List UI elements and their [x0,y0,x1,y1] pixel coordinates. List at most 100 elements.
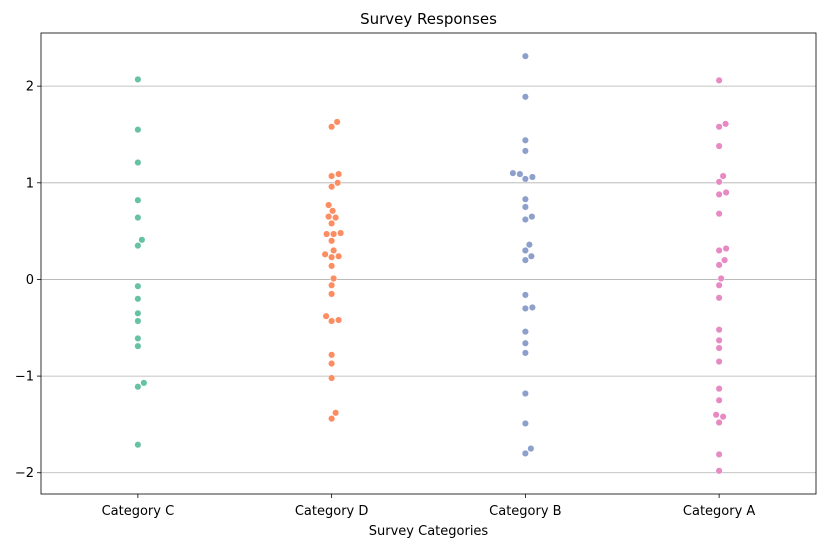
data-point [521,195,529,203]
data-point [328,183,336,191]
y-tick-label: 1 [26,176,34,191]
data-point [134,334,142,342]
data-point [516,170,524,178]
data-point [328,219,336,227]
data-point [521,136,529,144]
data-point [335,252,343,260]
data-point [715,344,723,352]
chart-title: Survey Responses [360,10,497,28]
data-point [330,274,338,283]
data-point [328,253,336,261]
data-point [134,126,142,134]
x-tick-label: Category D [295,504,369,519]
data-point [521,52,529,60]
data-point [721,256,729,264]
data-point [328,317,336,325]
data-point [715,76,723,84]
data-point [328,172,336,180]
data-point [328,359,336,368]
data-point [521,147,529,155]
data-point [328,415,336,423]
data-point [715,142,723,150]
data-point [325,213,333,221]
data-point [332,214,340,222]
data-point [525,241,533,249]
data-point [138,236,146,244]
data-point [521,339,529,347]
data-point [521,93,529,101]
x-tick-label: Category B [489,504,561,519]
data-point [134,441,142,449]
data-point [715,190,723,198]
y-tick-label: 0 [26,273,34,288]
data-point [140,379,148,387]
data-point [134,196,142,204]
data-point [337,229,345,237]
data-point [328,237,336,245]
data-point [715,178,723,186]
data-point [134,309,142,317]
data-point [715,467,723,475]
data-point [527,252,535,260]
y-tick-label: −1 [15,370,34,385]
data-point [715,281,723,289]
data-point [521,449,529,457]
data-point [521,389,529,398]
x-tick-label: Category C [102,504,175,519]
data-point [134,282,142,290]
x-axis: Category C Category D Category B Category A [102,494,756,519]
data-point [712,411,720,419]
y-tick-label: 2 [26,80,34,95]
data-point [323,230,331,238]
data-point [521,349,529,357]
data-point [134,295,142,303]
data-point [134,317,142,325]
data-point [715,123,723,131]
data-point [715,396,723,404]
data-point [521,175,529,183]
data-point [328,262,336,270]
data-point [527,445,535,453]
data-point [322,312,330,320]
data-point [330,246,338,255]
data-point [715,246,723,255]
data-point [719,172,727,180]
data-point [335,316,343,324]
grid-lines [41,85,816,474]
data-point [528,303,536,312]
data-point [715,450,723,458]
data-point [715,294,723,302]
data-point [715,358,723,366]
data-point [321,250,329,258]
data-point [715,418,723,427]
data-point [521,304,529,312]
data-point [134,214,142,222]
data-point [325,201,333,209]
data-point [330,230,338,238]
data-point [722,188,730,197]
data-point [521,246,529,255]
data-point [722,244,730,253]
data-point [521,419,529,427]
data-point [134,75,142,83]
data-point [521,203,529,211]
x-axis-label: Survey Categories [369,524,489,539]
data-point [335,170,343,178]
data-point [715,261,723,269]
x-tick-label: Category A [683,504,756,519]
data-point [722,120,730,128]
plot-frame [40,32,817,495]
y-tick-label: −2 [15,466,34,481]
data-point [333,118,341,126]
data-point [521,256,529,264]
data-point [134,383,142,391]
data-point [328,351,336,359]
data-point [134,242,142,250]
data-point [521,328,529,336]
data-point [328,281,336,289]
y-axis: −2 −1 0 1 2 [15,80,41,481]
data-point [528,173,536,181]
data-point [328,374,336,382]
data-point [134,342,142,350]
